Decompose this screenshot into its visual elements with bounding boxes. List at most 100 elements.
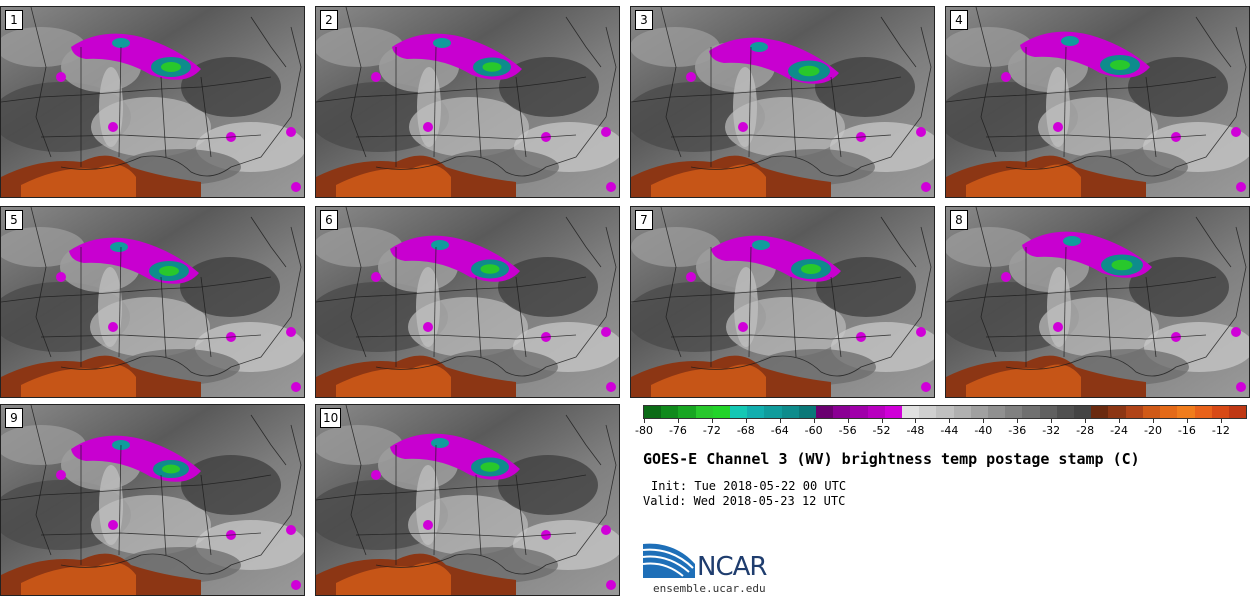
wv-gray-region xyxy=(416,465,440,545)
wv-gray-region xyxy=(181,57,281,117)
map-boundary-line xyxy=(200,474,212,556)
wv-cold-core-small xyxy=(433,38,451,48)
colorbar-ticks: -80 -76 -72 -68 -64 -60 -56 -52 -48 -44 -40 -36 -32 -… xyxy=(635,419,1247,439)
colorbar-segment xyxy=(902,406,920,418)
map-panel-10: 10 xyxy=(315,404,620,596)
map-boundary-line xyxy=(375,26,617,177)
wv-cold-core-small xyxy=(1063,236,1081,246)
wv-map xyxy=(631,207,934,397)
map-boundary-line xyxy=(690,26,932,177)
colorbar-segment xyxy=(798,406,817,418)
colorbar-segment xyxy=(850,406,868,418)
colorbar-tick-label: -72 xyxy=(702,424,721,437)
colorbar-tick-label: -28 xyxy=(1076,424,1095,437)
wv-gray-region xyxy=(1,425,86,465)
colorbar-tick-label: -32 xyxy=(1042,424,1061,437)
panel-number: 5 xyxy=(5,210,23,230)
wv-cold-speck xyxy=(686,272,696,282)
colorbar-tick-label: -60 xyxy=(804,424,823,437)
map-boundary-line xyxy=(118,444,122,556)
map-panel-4: 4 xyxy=(945,6,1250,198)
map-boundary-line xyxy=(316,276,587,303)
wv-coldest-core xyxy=(1110,60,1130,70)
wv-warm-core xyxy=(336,364,451,397)
wv-warm-core xyxy=(651,164,766,197)
map-boundary-line xyxy=(1005,226,1247,377)
wv-cold-speck xyxy=(371,272,381,282)
map-boundary-line xyxy=(985,134,1207,140)
wv-gray-region xyxy=(498,257,598,317)
wv-coldest-core xyxy=(161,62,181,72)
wv-gray-region xyxy=(1,27,86,67)
colorbar-tick xyxy=(1051,419,1053,423)
wv-gray-region xyxy=(1129,257,1229,317)
wv-gray-region xyxy=(316,227,403,267)
wv-map xyxy=(316,207,619,397)
map-boundary-line xyxy=(355,334,577,340)
wv-cold-speck xyxy=(423,520,433,530)
colorbar-segment xyxy=(1125,406,1143,418)
colorbar-segment xyxy=(1142,406,1161,418)
map-boundary-line xyxy=(355,532,577,538)
panel-number: 8 xyxy=(950,210,968,230)
wv-coldest-core xyxy=(162,464,180,474)
wv-gray-region xyxy=(815,57,915,117)
map-boundary-line xyxy=(1195,216,1232,268)
wv-cold-core-small xyxy=(110,242,128,252)
colorbar xyxy=(643,405,1247,419)
map-boundary-line xyxy=(1063,246,1067,358)
colorbar-tick xyxy=(881,419,883,423)
colorbar-tick-label: -76 xyxy=(668,424,687,437)
map-boundary-line xyxy=(160,276,167,358)
wv-cold-speck xyxy=(291,580,301,590)
wv-coldest-core xyxy=(159,266,179,276)
wv-gray-region xyxy=(416,267,440,347)
map-boundary-line xyxy=(316,474,587,501)
wv-gray-region xyxy=(1046,67,1070,147)
colorbar-tick xyxy=(644,419,645,423)
colorbar-segment xyxy=(678,406,696,418)
wv-cold-speck xyxy=(56,470,66,480)
colorbar-segment xyxy=(1091,406,1109,418)
colorbar-tick-label: -24 xyxy=(1110,424,1129,437)
colorbar-tick-label: -12 xyxy=(1211,424,1230,437)
colorbar-segment xyxy=(1074,406,1092,418)
colorbar-segment xyxy=(988,406,1006,418)
wv-coldest-core xyxy=(798,65,820,77)
colorbar-tick xyxy=(711,419,713,423)
wv-gray-region xyxy=(316,425,403,465)
map-boundary-line xyxy=(60,424,302,575)
wv-map xyxy=(631,7,934,197)
colorbar-tick-label: -80 xyxy=(635,424,653,437)
panel-number: 9 xyxy=(5,408,23,428)
wv-cold-speck xyxy=(1236,382,1246,392)
wv-cold-speck xyxy=(371,72,381,82)
map-panel-1: 1 xyxy=(0,6,305,198)
map-boundary-line xyxy=(375,424,617,575)
colorbar-tick-label: -56 xyxy=(838,424,857,437)
wv-cold-speck xyxy=(108,122,118,132)
wv-gray-region xyxy=(498,455,598,515)
colorbar-tick-label: -40 xyxy=(974,424,993,437)
wv-warm-core xyxy=(966,364,1081,397)
wv-cold-speck xyxy=(921,182,931,192)
colorbar-segment xyxy=(712,406,731,418)
wv-cold-speck xyxy=(606,382,616,392)
map-boundary-line xyxy=(1063,46,1067,158)
map-boundary-line xyxy=(790,76,797,158)
map-boundary-line xyxy=(160,76,167,158)
map-boundary-line xyxy=(60,26,302,177)
wv-map xyxy=(316,405,619,595)
colorbar-tick-label: -52 xyxy=(872,424,891,437)
colorbar-segment xyxy=(747,406,765,418)
wv-cold-speck xyxy=(423,322,433,332)
map-boundary-line xyxy=(830,276,842,358)
wv-gray-region xyxy=(1,227,85,267)
colorbar-tick-label: -48 xyxy=(906,424,925,437)
colorbar-tick-label: -36 xyxy=(1008,424,1027,437)
wv-cold-speck xyxy=(686,72,696,82)
map-panel-2: 2 xyxy=(315,6,620,198)
wv-gray-region xyxy=(180,257,280,317)
colorbar-tick xyxy=(949,419,951,423)
colorbar-segment xyxy=(867,406,885,418)
